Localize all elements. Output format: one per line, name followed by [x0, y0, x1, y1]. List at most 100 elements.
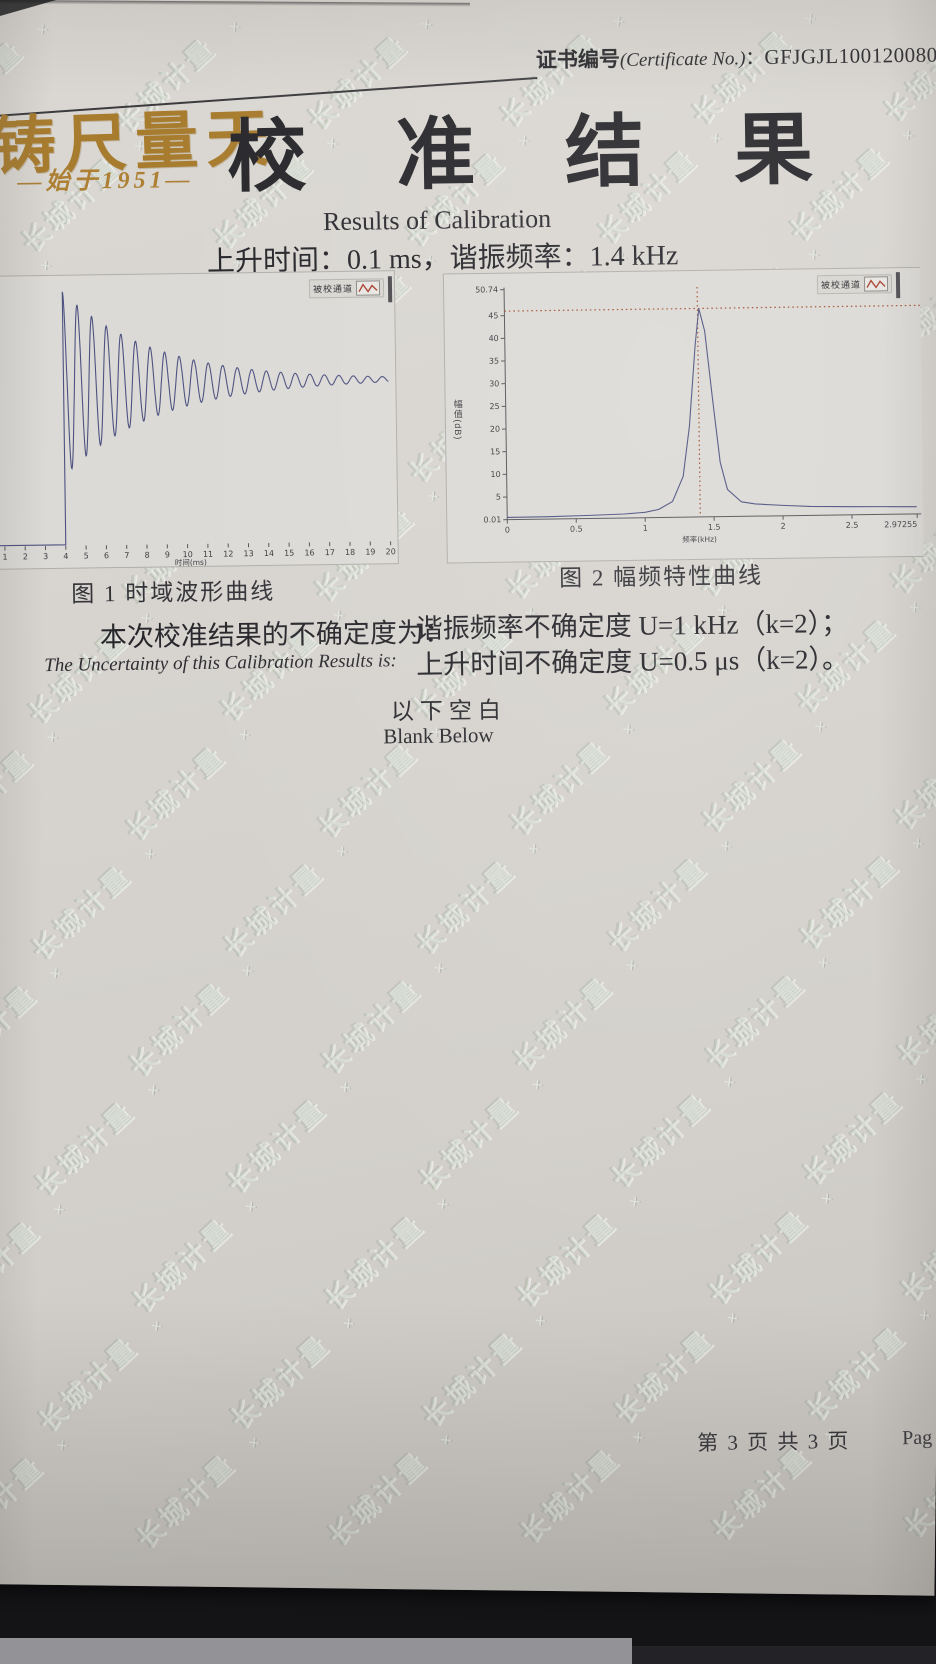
- watermark-cross-mark: ✕: [339, 1314, 358, 1333]
- watermark-text: 长城计量: [891, 965, 936, 1073]
- x-tick-label: 8: [145, 551, 150, 560]
- watermark-cross-mark: ✕: [225, 17, 244, 37]
- watermark-cross-mark: ✕: [238, 961, 257, 981]
- figure1-badge-label: 被校通道: [312, 283, 354, 295]
- watermark-cross-mark: ✕: [36, 256, 55, 275]
- watermark-cross-mark: ✕: [525, 839, 543, 859]
- y-tick-label: 10: [490, 470, 500, 479]
- watermark-cross-mark: ✕: [811, 717, 830, 737]
- watermark-cross-mark: ✕: [50, 1200, 68, 1219]
- y-tick-label: 45: [488, 311, 498, 320]
- watermark-text: 长城计量: [793, 849, 906, 956]
- watermark-text: 长城计量: [315, 973, 427, 1081]
- watermark-text: 长城计量: [321, 1445, 434, 1553]
- y-tick-label: 40: [488, 334, 498, 343]
- figure1-panel-edge-bar: [387, 276, 393, 303]
- watermark-text: 长城计量: [409, 854, 522, 961]
- page-content: 长城计量✕长城计量✕长城计量✕长城计量✕长城计量✕长城计量✕长城计量✕长城计量✕…: [0, 10, 936, 1557]
- x-tick-label: 13: [243, 549, 253, 558]
- watermark-cross-mark: ✕: [619, 720, 638, 739]
- watermark-text: 长城计量: [504, 735, 616, 842]
- watermark-cross-mark: ✕: [814, 953, 833, 973]
- figure1-caption: 图 1 时域波形曲线: [71, 578, 276, 607]
- x-tick-label: 10: [183, 550, 193, 559]
- watermark-text: 长城计量: [699, 968, 811, 1075]
- watermark-cross-mark: ✕: [626, 1192, 644, 1211]
- paper-sheet: 长城计量✕长城计量✕长城计量✕长城计量✕长城计量✕长城计量✕长城计量✕长城计量✕…: [0, 0, 936, 1596]
- x-tick-label: 19: [365, 547, 375, 556]
- blank-below-en: Blank Below: [383, 722, 494, 749]
- x-tick-label: 11: [203, 550, 213, 559]
- footer-page-number: 第 3 页 共 3 页: [697, 1428, 851, 1456]
- x-tick-label: 17: [325, 548, 335, 557]
- figure2-panel: 50.74 45 40 35 30 25 20 15 10 5 0.01 0 0.5 1 1.5 2 2.5 2.…: [442, 266, 924, 564]
- certificate-number-row: 证书编号(Certificate No.)：GFJGJL100120080312…: [536, 38, 936, 74]
- watermark-text: 长城计量: [126, 1212, 239, 1319]
- page-subtitle-en: Results of Calibration: [322, 203, 552, 237]
- certificate-number: GFJGJL1001200803129: [764, 41, 936, 69]
- watermark-text: 长城计量: [894, 1201, 936, 1309]
- watermark-cross-mark: ✕: [43, 728, 62, 747]
- watermark-text: 长城计量: [0, 979, 43, 1086]
- watermark-cross-mark: ✕: [437, 1430, 456, 1450]
- watermark-cross-mark: ✕: [915, 1306, 934, 1325]
- x-tick-label: 12: [223, 549, 233, 558]
- watermark-cross-mark: ✕: [235, 725, 254, 745]
- certificate-separator: ：: [745, 47, 765, 70]
- watermark-text: 长城计量: [217, 857, 330, 964]
- figure1-x-axis-label: 时间(ms): [175, 557, 207, 567]
- waveform-icon: [355, 280, 381, 296]
- watermark-cross-mark: ✕: [245, 1433, 264, 1453]
- watermark-cross-mark: ✕: [33, 20, 52, 39]
- x-tick-label: 20: [386, 547, 396, 556]
- watermark-text: 长城计量: [887, 729, 936, 837]
- watermark-cross-mark: ✕: [147, 1316, 166, 1336]
- watermark-text: 长城计量: [702, 1204, 814, 1311]
- watermark-cross-mark: ✕: [609, 12, 628, 31]
- x-tick-label: 14: [264, 549, 274, 558]
- watermark-text: 长城计量: [800, 1321, 912, 1428]
- watermark-text: 长城计量: [120, 740, 232, 847]
- watermark-text: 长城计量: [510, 1207, 622, 1314]
- watermark-text: 长城计量: [25, 859, 138, 967]
- figure1-panel: 1 2 3 4 5 6 7 8 9 10 11 12 13 14 15 16 17 18 19 20 时间(ms) 被校…: [0, 270, 399, 570]
- watermark-cross-mark: ✕: [434, 1194, 452, 1214]
- y-tick-label: 20: [490, 425, 500, 434]
- x-tick-label: 0.5: [570, 525, 583, 534]
- watermark-text: 长城计量: [416, 1326, 528, 1433]
- watermark-cross-mark: ✕: [629, 1428, 648, 1447]
- watermark-cross-mark: ✕: [144, 1080, 163, 1100]
- y-tick-label: 15: [490, 447, 500, 456]
- watermark-cross-mark: ✕: [817, 1189, 836, 1209]
- watermark-text: 长城计量: [0, 1215, 47, 1322]
- x-tick-label: 16: [304, 548, 314, 557]
- watermark-text: 长城计量: [29, 1095, 141, 1203]
- figure2-panel-edge-bar: [895, 272, 901, 299]
- watermark-cross-mark: ✕: [905, 598, 924, 617]
- figure1-trace: [0, 291, 389, 547]
- watermark-text: 长城计量: [695, 732, 808, 839]
- watermark-cross-mark: ✕: [242, 1197, 260, 1217]
- watermark-text: 长城计量: [601, 851, 714, 959]
- watermark-cross-mark: ✕: [424, 487, 443, 506]
- footer-page-word-cut: Pag: [901, 1426, 933, 1450]
- x-tick-label: 2: [781, 522, 786, 531]
- watermark-cross-mark: ✕: [912, 1070, 931, 1089]
- certificate-label-en: (Certificate No.): [619, 48, 746, 72]
- watermark-cross-mark: ✕: [909, 834, 927, 853]
- watermark-cross-mark: ✕: [528, 1075, 547, 1095]
- x-tick-label: 18: [345, 548, 355, 557]
- x-tick-label: 4: [63, 552, 68, 561]
- y-tick-label: 0.01: [483, 515, 501, 524]
- x-tick-label: 3: [43, 552, 48, 561]
- watermark-text: 长城计量: [0, 743, 40, 850]
- watermark-text: 长城计量: [604, 1087, 717, 1195]
- watermark-cross-mark: ✕: [417, 15, 436, 34]
- watermark-text: 长城计量: [318, 1209, 430, 1317]
- page-title: 校 准 结 果: [226, 103, 848, 202]
- x-tick-label: 1: [2, 553, 7, 562]
- x-tick-label: 5: [84, 551, 89, 560]
- y-tick-label: 30: [489, 379, 499, 388]
